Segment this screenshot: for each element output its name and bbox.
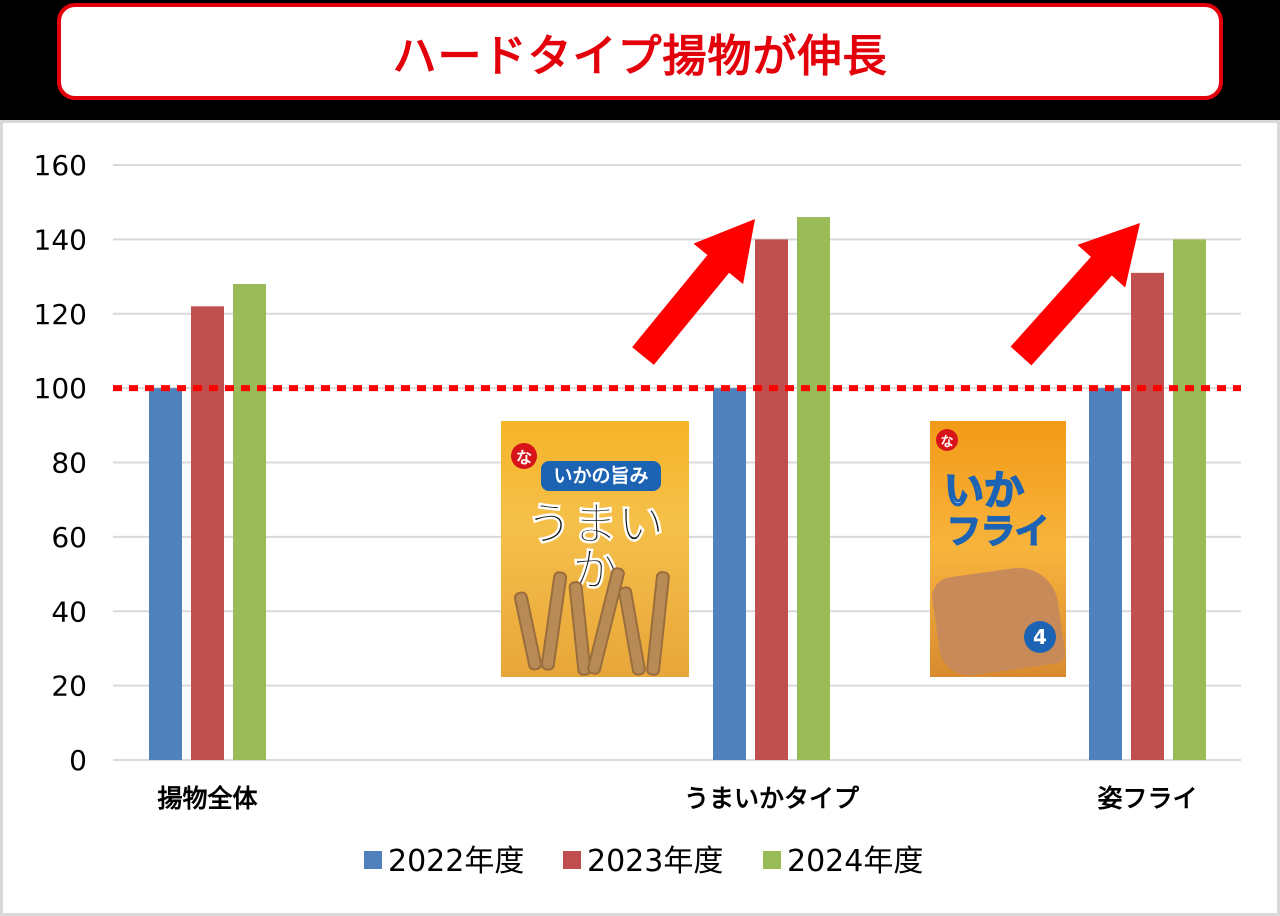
legend-label: 2024年度 [787, 844, 923, 879]
bar [233, 284, 266, 760]
ikafry-package-image: な いか フライ 4 [930, 421, 1066, 677]
y-tick-label: 80 [51, 447, 87, 480]
y-tick-label: 120 [34, 298, 87, 331]
x-category-label: 揚物全体 [157, 784, 258, 813]
bar [713, 388, 746, 760]
chart-area: 0 20 40 60 80 100 120 140 160 揚物全体 うまいかタイプ 姿フライ 2022… [0, 120, 1280, 916]
y-tick-label: 40 [51, 595, 87, 628]
legend-swatch [563, 851, 581, 869]
y-tick-label: 60 [51, 521, 87, 554]
legend-swatch [364, 851, 382, 869]
y-tick-label: 100 [34, 372, 87, 405]
bar [1173, 239, 1206, 760]
x-category-label: 姿フライ [1097, 784, 1197, 813]
legend-label: 2023年度 [587, 844, 723, 879]
y-tick-label: 0 [69, 744, 87, 777]
growth-arrow-icon [632, 219, 755, 365]
bar [1089, 388, 1122, 760]
umaika-package-image: な いかの旨み うまいか [501, 421, 689, 677]
title-banner: ハードタイプ揚物が伸長 [57, 3, 1223, 100]
brand-logo-icon: な [936, 429, 958, 451]
package-name-line2: フライ [946, 512, 1050, 552]
legend-swatch [763, 851, 781, 869]
bar [1131, 272, 1164, 760]
snack-visual [930, 562, 1066, 677]
legend-label: 2022年度 [388, 844, 524, 879]
pack-count-badge: 4 [1024, 621, 1056, 653]
growth-arrow-icon [1010, 223, 1140, 366]
package-name-line1: いか [943, 468, 1025, 514]
bar [797, 217, 830, 760]
bar [149, 388, 182, 760]
chart-title: ハードタイプ揚物が伸長 [392, 30, 888, 82]
y-tick-label: 140 [34, 223, 87, 256]
bar [755, 239, 788, 760]
bar [191, 306, 224, 760]
x-category-label: うまいかタイプ [684, 784, 860, 813]
brand-logo-icon: な [511, 443, 537, 469]
package-subtitle: いかの旨み [541, 461, 661, 491]
y-tick-label: 160 [34, 149, 87, 182]
snack-visual [512, 590, 544, 672]
snack-visual [617, 585, 647, 677]
y-tick-label: 20 [51, 670, 87, 703]
